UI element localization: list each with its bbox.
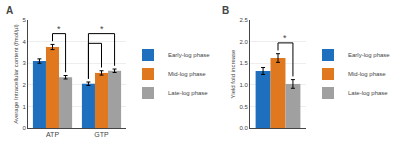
svg-text:*: * <box>100 24 104 34</box>
svg-text:Late-log phase: Late-log phase <box>348 90 388 96</box>
svg-text:Yield fold increase: Yield fold increase <box>230 49 236 98</box>
svg-text:*: * <box>283 33 287 43</box>
svg-text:4: 4 <box>22 39 26 45</box>
svg-text:1.5: 1.5 <box>239 60 248 66</box>
svg-text:Average Intracellular content: Average Intracellular content (fmol/µl) <box>13 24 19 124</box>
svg-text:Mid-log phase: Mid-log phase <box>168 71 206 77</box>
svg-text:Mid-log phase: Mid-log phase <box>348 71 386 77</box>
svg-text:0: 0 <box>22 125 26 131</box>
svg-text:GTP: GTP <box>94 131 109 138</box>
svg-text:A: A <box>6 5 13 16</box>
svg-text:Early-log phase: Early-log phase <box>168 52 210 58</box>
svg-text:*: * <box>57 24 61 34</box>
svg-text:3: 3 <box>22 60 26 66</box>
svg-text:5: 5 <box>22 17 26 23</box>
svg-text:2: 2 <box>22 82 26 88</box>
svg-text:ATP: ATP <box>46 131 59 138</box>
svg-text:1.0: 1.0 <box>239 82 248 88</box>
svg-text:1: 1 <box>22 104 26 110</box>
svg-text:B: B <box>222 5 229 16</box>
svg-text:2.0: 2.0 <box>239 39 248 45</box>
svg-text:0.5: 0.5 <box>239 104 248 110</box>
svg-text:Early-log phase: Early-log phase <box>348 52 390 58</box>
svg-text:Late-log phase: Late-log phase <box>168 90 208 96</box>
svg-text:2.5: 2.5 <box>239 17 248 23</box>
svg-text:0.0: 0.0 <box>239 125 248 131</box>
